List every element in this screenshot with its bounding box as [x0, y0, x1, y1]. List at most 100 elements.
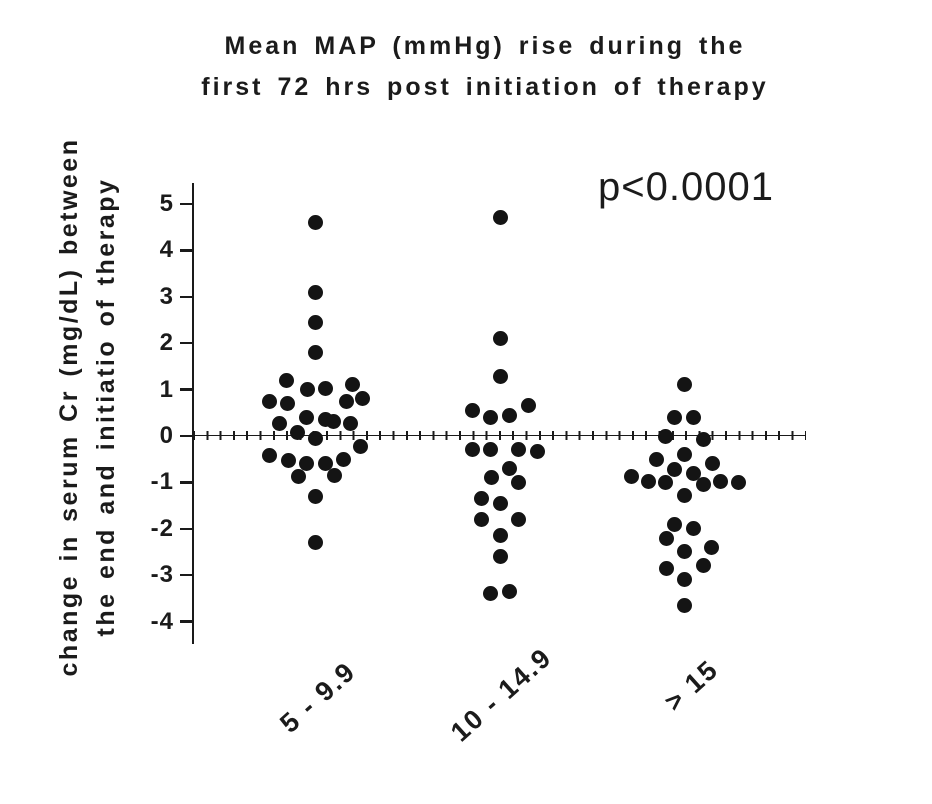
- chart-title-line-2: first 72 hrs post initiation of therapy: [201, 73, 769, 101]
- data-point: [326, 467, 342, 483]
- data-point: [658, 530, 674, 546]
- zero-baseline: [193, 431, 806, 440]
- data-point: [338, 394, 354, 410]
- data-point: [289, 424, 305, 440]
- y-axis-tick: [180, 481, 193, 484]
- y-axis-tick-label: -4: [150, 607, 174, 635]
- y-axis-tick: [180, 202, 193, 206]
- data-point: [299, 382, 315, 398]
- y-axis-tick-label: 4: [159, 236, 174, 264]
- data-point: [657, 474, 673, 490]
- y-axis-tick-label: 5: [159, 190, 174, 217]
- y-axis-tick-label: -3: [150, 561, 174, 589]
- y-axis-tick-label: 1: [159, 375, 174, 403]
- data-point: [510, 512, 526, 528]
- y-axis-tick: [180, 527, 193, 531]
- data-point: [510, 474, 526, 490]
- data-point: [307, 314, 323, 330]
- data-point: [676, 543, 692, 559]
- data-point: [354, 391, 370, 407]
- data-point: [695, 558, 711, 574]
- data-point: [648, 451, 664, 467]
- data-point: [473, 512, 489, 528]
- data-point: [492, 210, 508, 226]
- data-point: [666, 409, 682, 425]
- data-point: [325, 414, 341, 430]
- data-point: [464, 402, 480, 418]
- y-axis-tick: [180, 573, 193, 577]
- y-axis-tick: [180, 620, 193, 623]
- y-axis-tick: [180, 341, 193, 345]
- data-point: [317, 380, 333, 396]
- data-point: [280, 452, 296, 468]
- y-axis-tick: [180, 295, 193, 299]
- data-point: [483, 470, 499, 486]
- data-point: [335, 451, 351, 467]
- chart-title: Mean MAP (mmHg) rise during the first 72…: [140, 26, 830, 108]
- data-point: [482, 442, 498, 458]
- data-point: [298, 410, 314, 426]
- data-point: [623, 468, 639, 484]
- data-point: [501, 583, 517, 599]
- data-point: [657, 428, 673, 444]
- y-axis-tick: [180, 388, 193, 391]
- data-point: [464, 442, 480, 458]
- data-point: [685, 465, 701, 481]
- data-point: [730, 474, 746, 490]
- data-point: [704, 456, 720, 472]
- data-point: [666, 461, 682, 477]
- y-axis-tick-label: 3: [159, 282, 174, 310]
- data-point: [492, 528, 508, 544]
- y-axis-tick-label: -1: [150, 468, 174, 496]
- x-category-label-group-3: > 15: [658, 653, 725, 718]
- data-point: [279, 396, 295, 412]
- data-point: [482, 409, 498, 425]
- data-point: [666, 516, 682, 532]
- data-point: [712, 473, 728, 489]
- data-point: [473, 491, 489, 507]
- data-point: [271, 415, 287, 431]
- data-point: [261, 393, 277, 409]
- data-point: [482, 586, 498, 602]
- data-point: [640, 473, 656, 489]
- chart-title-line-1: Mean MAP (mmHg) rise during the: [224, 32, 746, 60]
- data-point: [676, 572, 692, 588]
- y-axis-tick: [180, 434, 193, 438]
- data-point: [685, 409, 701, 425]
- y-axis-tick-label: -2: [150, 514, 174, 542]
- data-point: [261, 447, 277, 463]
- data-point: [298, 456, 314, 472]
- data-point: [520, 398, 536, 414]
- data-point: [685, 521, 701, 537]
- data-point: [342, 415, 358, 431]
- data-point: [307, 535, 323, 551]
- data-point: [676, 377, 692, 393]
- data-point: [307, 215, 323, 231]
- y-axis-label: change in serum Cr (mg/dL) between the e…: [51, 138, 125, 677]
- data-point: [695, 477, 711, 493]
- data-point: [492, 331, 508, 347]
- data-point: [703, 539, 719, 555]
- y-axis-tick-label: 2: [159, 329, 174, 357]
- data-point: [307, 430, 323, 446]
- data-point: [676, 597, 692, 613]
- y-axis-tick-label: 0: [159, 422, 174, 449]
- data-point: [492, 369, 508, 385]
- x-category-label-group-2: 10 - 14.9: [445, 641, 559, 748]
- data-point: [307, 284, 323, 300]
- data-point: [492, 549, 508, 565]
- data-point: [676, 447, 692, 463]
- data-point: [501, 460, 517, 476]
- data-point: [492, 495, 508, 511]
- data-point: [676, 487, 692, 503]
- data-point: [658, 560, 674, 576]
- data-point: [695, 432, 711, 448]
- data-point: [352, 438, 368, 454]
- y-axis-tick: [180, 249, 193, 252]
- data-point: [290, 469, 306, 485]
- y-axis-line: [192, 183, 194, 644]
- data-point: [307, 344, 323, 360]
- data-point: [317, 456, 333, 472]
- data-point: [278, 372, 294, 388]
